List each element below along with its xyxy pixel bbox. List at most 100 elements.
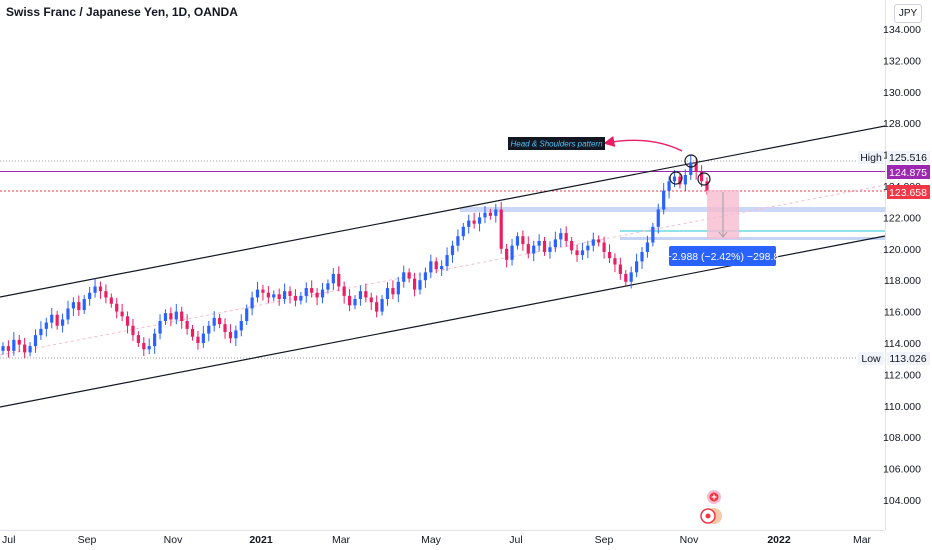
candle-body [440,266,444,270]
candle-body [375,302,379,312]
candle-body [499,209,503,249]
candle-body [412,278,417,290]
candle-body [218,317,222,325]
candle-body [586,245,590,251]
candle-body [82,299,86,311]
candle-body [234,330,238,339]
candle-body [239,321,243,331]
candle-body [190,328,195,337]
candle-body [223,324,227,333]
close-price-tag [887,185,930,199]
candle-body [196,336,200,343]
candle-body [380,299,384,312]
annotation-arrow[interactable] [603,135,683,152]
y-tick-label: 128.000 [883,118,921,130]
candle-body [174,311,178,320]
candle-body [472,220,476,224]
candle-body [542,240,547,252]
candle-body [515,236,520,246]
candles [1,154,709,359]
candle-body [39,328,43,336]
candle-body [250,297,254,309]
y-tick-label: 104.000 [883,495,921,507]
annotation-box[interactable] [508,137,605,150]
candle-body [651,226,655,243]
resistance-zone[interactable] [460,207,885,212]
y-tick-label: 120.000 [883,244,921,256]
candle-body [548,247,552,252]
left-shoulder-marker[interactable] [669,171,683,185]
right-shoulder-marker[interactable] [697,172,711,186]
candle-body [304,288,308,296]
candle-body [683,175,687,185]
candle-body [17,339,21,345]
candle-body [353,299,357,306]
candle-body [288,291,292,296]
candle-body [602,242,606,252]
candle-body [467,220,471,227]
candle-body [255,289,260,298]
candle-body [125,316,130,326]
candle-body [109,297,113,304]
candle-body [434,261,438,270]
candle-body [23,344,27,353]
candle-body [131,325,135,336]
candle-body [331,273,335,284]
candle-body [456,236,460,246]
high-tag [858,151,884,164]
candle-body [559,233,563,240]
candle-body [142,343,146,350]
chart-title: Swiss Franc / Japanese Yen, 1D, OANDA [6,5,238,19]
candle-body [705,181,709,191]
candle-body [483,212,487,218]
channel-upper-line[interactable] [0,125,886,298]
candle-body [66,308,70,320]
low-value-tag [887,352,930,365]
candle-body [315,292,319,298]
candle-body [98,286,103,292]
candle-body [326,283,330,290]
head-marker[interactable] [684,154,698,168]
candle-body [429,261,433,273]
candle-body [120,311,124,317]
support-zone[interactable] [620,237,885,240]
candle-body [532,245,536,254]
candle-body [147,346,151,350]
candle-body [337,273,341,287]
event-dot-center [705,513,711,519]
y-tick-label: 114.000 [884,338,921,350]
candle-body [212,317,216,326]
close-price-text: 123.658 [889,187,927,199]
candle-body [93,286,97,293]
candle-body [266,292,270,298]
last-price-tag [887,165,930,179]
x-tick-label: 2022 [767,534,791,546]
x-tick-label: Jul [509,534,522,546]
candle-body [1,346,5,351]
candle-body [618,264,622,274]
measure-label-box [669,246,776,266]
candle-body [613,258,617,265]
candle-body [163,313,168,322]
candle-body [640,251,644,262]
candle-body [418,280,422,290]
candle-body [635,261,639,273]
candle-body [153,333,157,347]
y-tick-label: 132.000 [883,55,921,67]
candle-body [136,335,140,343]
candle-body [261,289,265,293]
candle-body [537,240,541,246]
x-tick-label: Mar [853,534,872,546]
low-tag-text: Low [861,353,881,365]
candle-body [662,190,666,210]
candle-body [55,314,59,326]
candle-body [694,162,698,172]
y-tick-label: 110.000 [884,401,921,413]
candle-body [402,272,406,282]
candle-body [597,239,601,243]
candle-body [201,333,205,343]
currency-button[interactable]: JPY [894,4,922,23]
candle-body [342,286,346,296]
